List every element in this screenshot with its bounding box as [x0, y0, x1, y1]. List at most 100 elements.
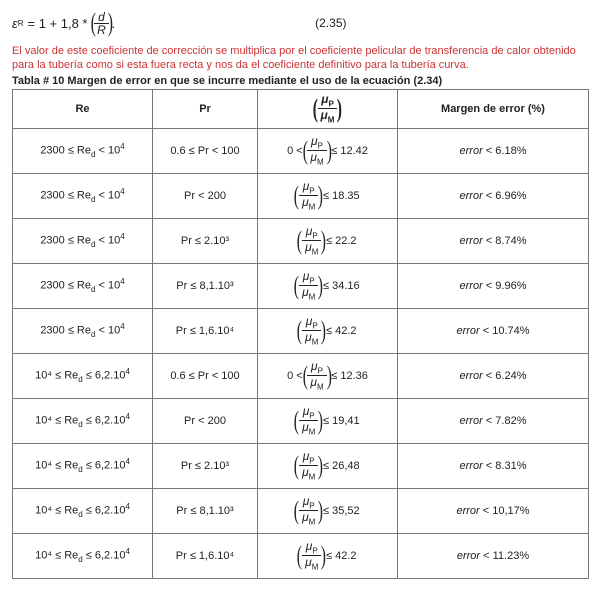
- lparen-icon: (: [294, 408, 299, 434]
- err-word: error: [456, 505, 482, 517]
- epsilon-sub: R: [18, 19, 24, 28]
- col-pr: Pr: [153, 89, 258, 128]
- mu-bound: ≤ 22.2: [326, 235, 357, 247]
- err-val: < 10.74%: [480, 325, 530, 337]
- table-row: 10⁴ ≤ Red ≤ 6,2.104Pr ≤ 2.10³(μPμM)≤ 26,…: [13, 443, 589, 488]
- mu-bound: ≤ 34.16: [323, 280, 360, 292]
- cell-err: error < 8.31%: [398, 443, 589, 488]
- equation-row: εR = 1 + 1,8 * ( d R ) . (2.35): [12, 10, 589, 36]
- table-header-row: Re Pr ( μP μM ) Margen de error (%): [13, 89, 589, 128]
- cell-mu: (μPμM)≤ 34.16: [258, 263, 398, 308]
- re-lo: 10⁴ ≤ Re: [35, 370, 78, 382]
- table-row: 10⁴ ≤ Red ≤ 6,2.1040.6 ≤ Pr < 1000 < (μP…: [13, 353, 589, 398]
- lparen-icon: (: [302, 363, 307, 389]
- err-val: < 8.31%: [483, 460, 527, 472]
- err-val: < 7.82%: [483, 415, 527, 427]
- err-val: < 11.23%: [480, 550, 529, 562]
- cell-pr: Pr ≤ 1,6.10⁴: [153, 308, 258, 353]
- re-lo: 2300 ≤ Re: [40, 190, 91, 202]
- re-lo: 10⁴ ≤ Re: [35, 415, 78, 427]
- table-row: 2300 ≤ Red < 104Pr ≤ 2.10³(μPμM)≤ 22.2er…: [13, 218, 589, 263]
- mu-ratio: μPμM: [299, 495, 318, 527]
- rparen-icon: ): [321, 228, 326, 254]
- lparen-icon: (: [313, 96, 318, 122]
- re-exp: 4: [125, 457, 129, 466]
- re-hi: < 10: [95, 280, 120, 292]
- re-hi: < 10: [95, 145, 120, 157]
- cell-pr: 0.6 ≤ Pr < 100: [153, 128, 258, 173]
- mu-bound: ≤ 42.2: [326, 550, 357, 562]
- lparen-icon: (: [294, 273, 299, 299]
- re-lo: 2300 ≤ Re: [40, 325, 91, 337]
- cell-err: error < 7.82%: [398, 398, 589, 443]
- eq-rhs-text: = 1 + 1,8 *: [28, 16, 88, 31]
- re-exp: 4: [120, 322, 124, 331]
- re-hi: ≤ 6,2.10: [83, 550, 126, 562]
- mu-bound: ≤ 12.42: [331, 145, 368, 157]
- mu-ratio: μPμM: [299, 450, 318, 482]
- mu-bound: ≤ 35,52: [323, 505, 360, 517]
- cell-pr: Pr < 200: [153, 173, 258, 218]
- mu-ratio: μPμM: [302, 540, 321, 572]
- err-val: < 6.18%: [483, 145, 527, 157]
- cell-err: error < 6.18%: [398, 128, 589, 173]
- lparen-icon: (: [297, 228, 302, 254]
- cell-re: 2300 ≤ Red < 104: [13, 218, 153, 263]
- table-row: 2300 ≤ Red < 104Pr ≤ 8,1.10³(μPμM)≤ 34.1…: [13, 263, 589, 308]
- mu-bound: ≤ 42.2: [326, 325, 357, 337]
- rparen-icon: ): [318, 408, 323, 434]
- err-word: error: [457, 550, 480, 562]
- cell-re: 2300 ≤ Red < 104: [13, 263, 153, 308]
- err-val: < 8.74%: [483, 235, 527, 247]
- cell-mu: (μPμM)≤ 18.35: [258, 173, 398, 218]
- re-hi: ≤ 6,2.10: [83, 415, 126, 427]
- intro-text: El valor de este coeficiente de correcci…: [12, 44, 589, 73]
- re-exp: 4: [125, 502, 129, 511]
- rparen-icon: ): [326, 363, 331, 389]
- cell-err: error < 10,17%: [398, 488, 589, 533]
- col-err: Margen de error (%): [398, 89, 589, 128]
- rparen-icon: ): [326, 138, 331, 164]
- equation-number: (2.35): [315, 16, 346, 30]
- re-exp: 4: [125, 547, 129, 556]
- mu-ratio: μPμM: [299, 270, 318, 302]
- cell-pr: Pr ≤ 2.10³: [153, 218, 258, 263]
- re-exp: 4: [120, 232, 124, 241]
- table-row: 2300 ≤ Red < 104Pr < 200(μPμM)≤ 18.35err…: [13, 173, 589, 218]
- mu-ratio: μPμM: [302, 225, 321, 257]
- cell-re: 10⁴ ≤ Red ≤ 6,2.104: [13, 353, 153, 398]
- cell-re: 2300 ≤ Red < 104: [13, 173, 153, 218]
- err-val: < 6.24%: [483, 370, 527, 382]
- re-exp: 4: [125, 367, 129, 376]
- err-word: error: [460, 145, 483, 157]
- cell-err: error < 11.23%: [398, 533, 589, 578]
- mu-bound: ≤ 19,41: [323, 415, 360, 427]
- table-row: 10⁴ ≤ Red ≤ 6,2.104Pr ≤ 8,1.10³(μPμM)≤ 3…: [13, 488, 589, 533]
- table-row: 10⁴ ≤ Red ≤ 6,2.104Pr < 200(μPμM)≤ 19,41…: [13, 398, 589, 443]
- frac-den: R: [94, 23, 109, 36]
- cell-err: error < 9.96%: [398, 263, 589, 308]
- re-lo: 10⁴ ≤ Re: [35, 550, 78, 562]
- mu-ratio: μPμM: [299, 405, 318, 437]
- re-lo: 2300 ≤ Re: [40, 280, 91, 292]
- cell-mu: (μPμM)≤ 42.2: [258, 533, 398, 578]
- mu-ratio: μPμM: [302, 315, 321, 347]
- cell-pr: Pr ≤ 1,6.10⁴: [153, 533, 258, 578]
- cell-pr: Pr ≤ 2.10³: [153, 443, 258, 488]
- err-val: < 10,17%: [483, 505, 530, 517]
- cell-mu: 0 < (μPμM)≤ 12.42: [258, 128, 398, 173]
- cell-err: error < 10.74%: [398, 308, 589, 353]
- rparen-icon: ): [321, 543, 326, 569]
- cell-mu: (μPμM)≤ 42.2: [258, 308, 398, 353]
- cell-err: error < 6.24%: [398, 353, 589, 398]
- lparen-icon: (: [90, 10, 95, 36]
- err-word: error: [460, 370, 483, 382]
- cell-pr: 0.6 ≤ Pr < 100: [153, 353, 258, 398]
- mu-pre: 0 <: [287, 370, 303, 382]
- table-row: 2300 ≤ Red < 104Pr ≤ 1,6.10⁴(μPμM)≤ 42.2…: [13, 308, 589, 353]
- cell-err: error < 6.96%: [398, 173, 589, 218]
- err-val: < 9.96%: [483, 280, 527, 292]
- lparen-icon: (: [294, 453, 299, 479]
- re-hi: < 10: [95, 235, 120, 247]
- equation: εR = 1 + 1,8 * ( d R ) .: [12, 10, 115, 36]
